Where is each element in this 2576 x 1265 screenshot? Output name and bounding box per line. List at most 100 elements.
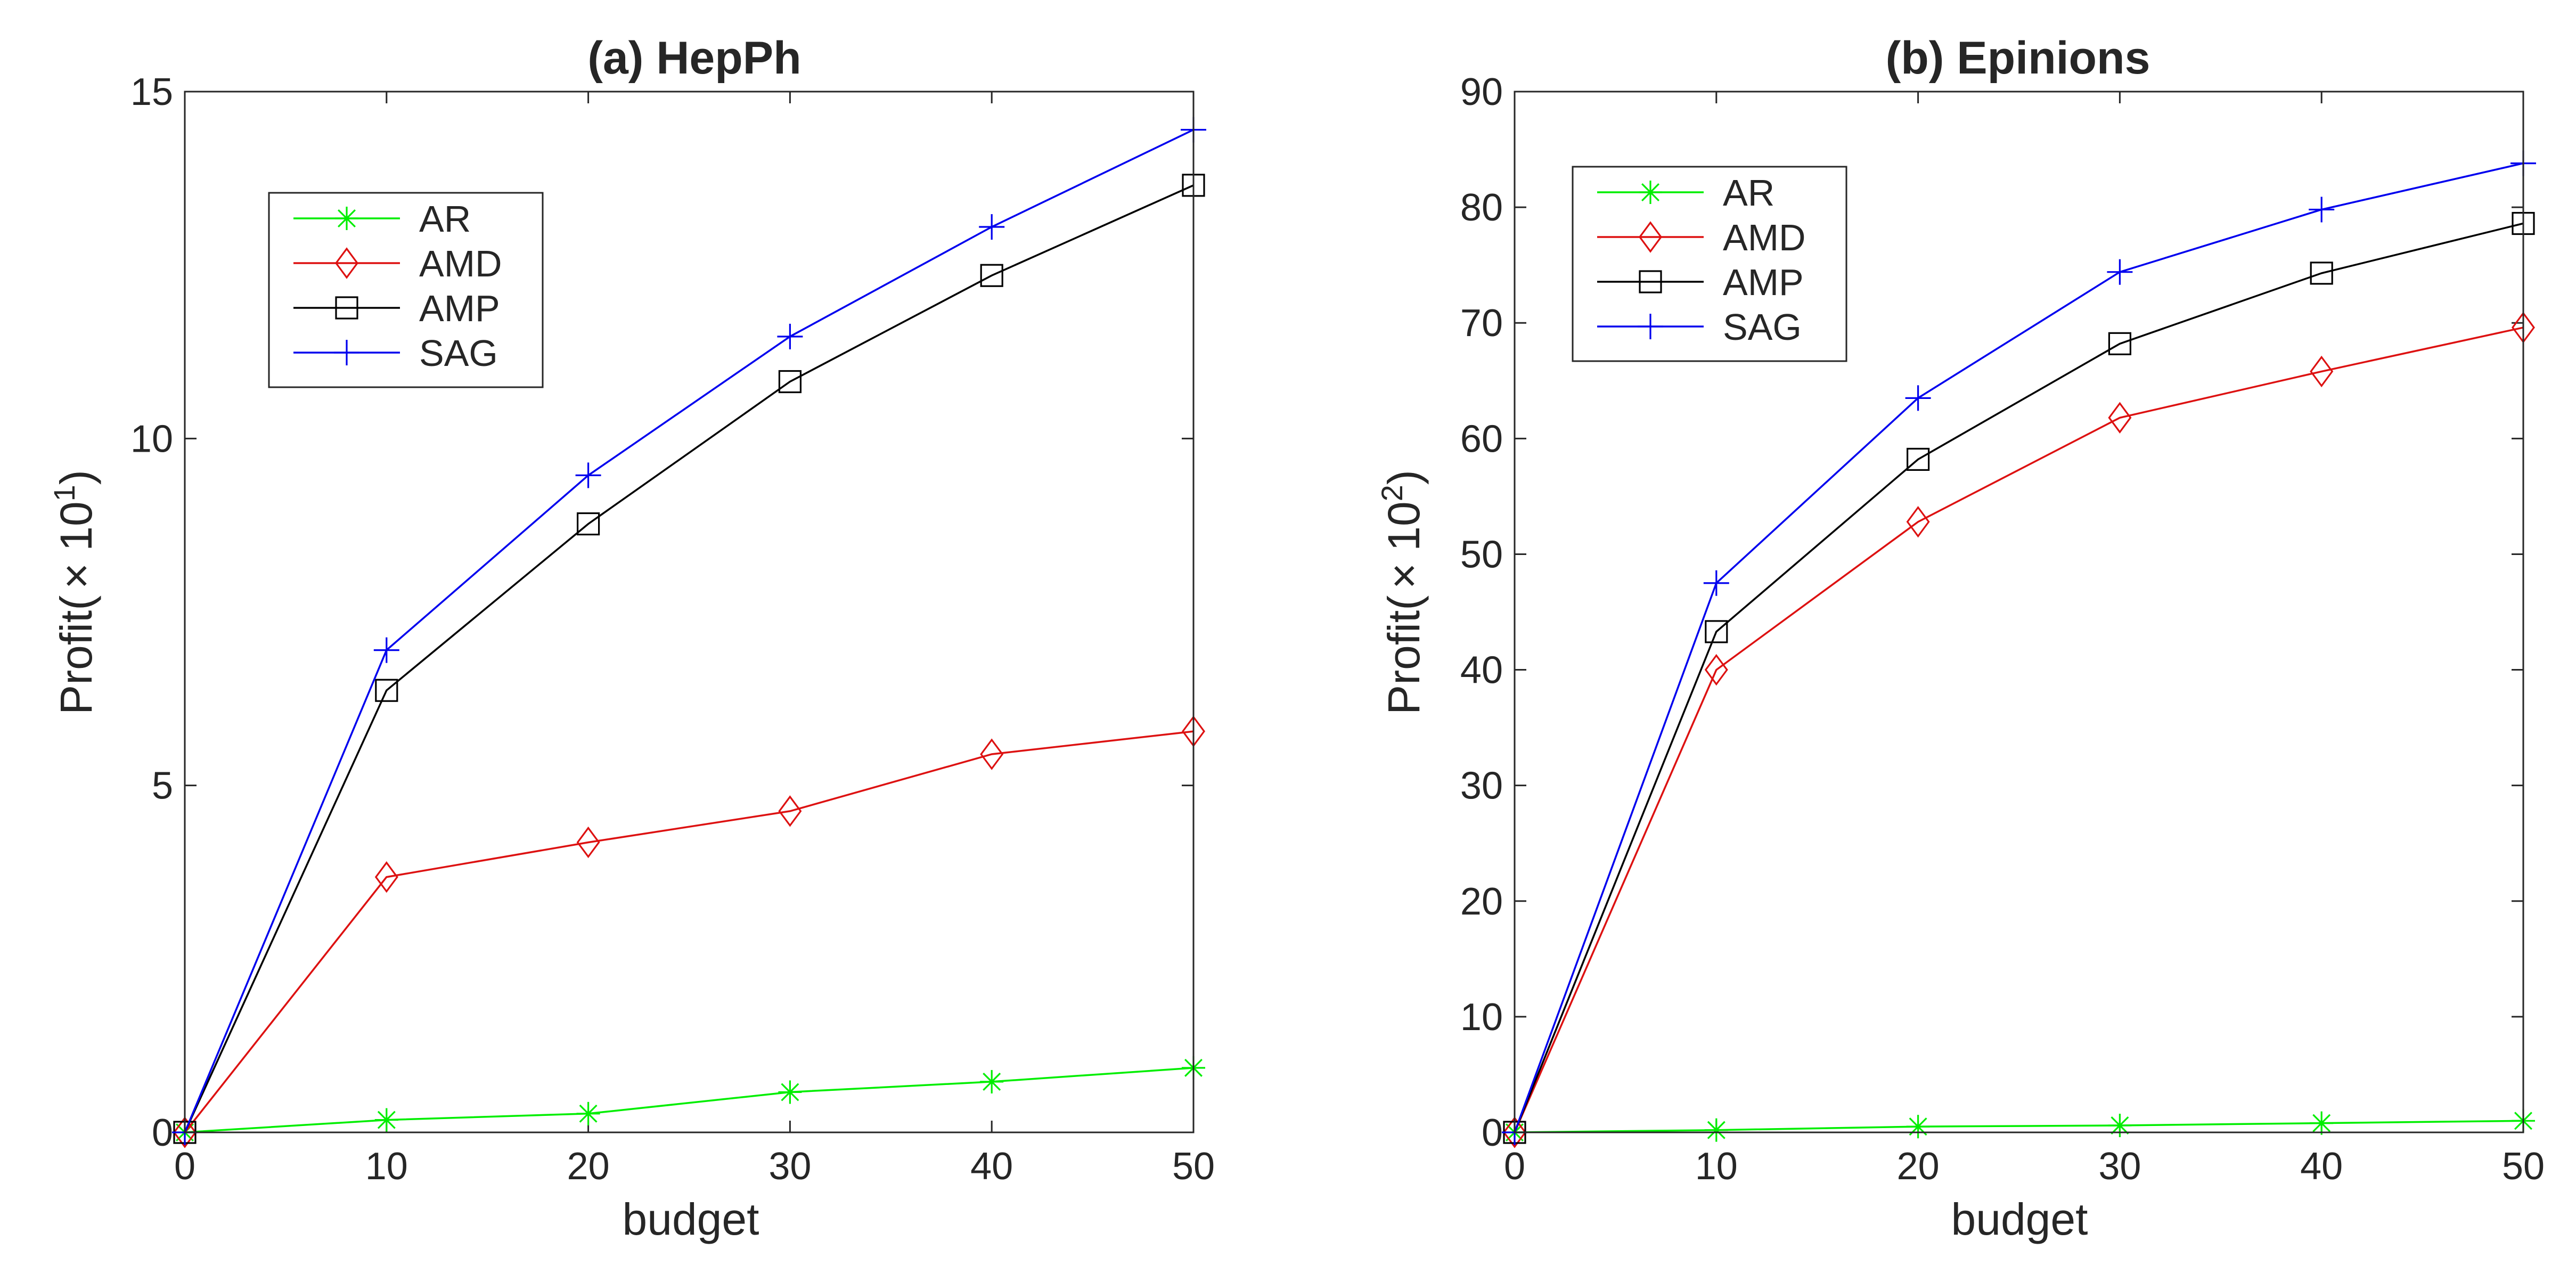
data-point	[575, 462, 601, 488]
x-axis-label: budget	[1951, 1194, 2088, 1244]
legend-item-amd: AMD	[293, 243, 502, 284]
data-point	[375, 679, 398, 702]
data-point	[980, 738, 1004, 770]
y-axis-label: Profit(× 101)	[47, 470, 101, 715]
data-point	[1906, 505, 1930, 538]
x-tick-label: 0	[1504, 1145, 1525, 1188]
legend-marker	[335, 207, 358, 230]
legend-item-ar: AR	[293, 198, 471, 240]
data-point	[980, 1070, 1004, 1093]
data-point	[1906, 1115, 1930, 1139]
y-axis-label-exponent: 1	[47, 485, 81, 501]
data-point	[778, 795, 802, 827]
legend-item-amp: AMP	[293, 288, 500, 329]
axes-frame	[184, 91, 1195, 1133]
data-point	[1704, 1118, 1728, 1142]
legend-marker	[1639, 181, 1662, 204]
series-line	[1514, 222, 2524, 1133]
legend-marker	[1639, 221, 1662, 253]
y-tick-label: 15	[130, 71, 173, 113]
y-tick-label: 60	[1460, 418, 1503, 460]
data-point	[1503, 1116, 1526, 1148]
series-layer	[1502, 150, 2536, 1148]
x-tick-label: 20	[1897, 1145, 1940, 1188]
legend-item-amd: AMD	[1597, 217, 1806, 258]
data-point	[373, 637, 399, 663]
data-point	[1705, 620, 1728, 643]
x-tick-label: 20	[567, 1145, 610, 1188]
y-axis-label-base: 10	[51, 501, 101, 551]
legend-marker	[1639, 270, 1662, 293]
legend-marker	[1638, 314, 1663, 339]
y-tick-label: 5	[152, 765, 173, 807]
data-point	[2310, 355, 2334, 388]
data-point	[2309, 197, 2335, 223]
series-line	[184, 1067, 1194, 1133]
y-tick-label: 10	[130, 418, 173, 460]
data-point	[173, 1116, 197, 1148]
data-point	[778, 1080, 802, 1104]
y-axis-label-prefix: Profit(	[51, 595, 101, 715]
legend-label: SAG	[419, 332, 498, 374]
legend-label: SAG	[1723, 306, 1802, 348]
data-point	[576, 512, 600, 536]
data-point	[374, 861, 398, 893]
x-tick-label: 10	[365, 1145, 408, 1188]
chart-hepph: (a) HepPh budget Profit(×101) 0 10 20 30 40 5…	[47, 32, 1215, 1244]
legend-box	[268, 192, 544, 388]
legend-label: AMP	[1723, 262, 1804, 303]
legend-label: AMD	[1723, 217, 1806, 258]
y-tick-label: 0	[1482, 1112, 1503, 1154]
legend-item-sag: SAG	[293, 332, 498, 374]
data-point	[2108, 332, 2131, 355]
y-axis-label-times: ×	[1379, 563, 1429, 589]
legend-marker	[334, 340, 359, 365]
y-tick-label: 40	[1460, 649, 1503, 692]
data-point	[2108, 1113, 2132, 1137]
y-axis-label-suffix: )	[51, 470, 101, 485]
data-point	[979, 214, 1005, 240]
data-point	[777, 323, 803, 349]
series-line	[184, 184, 1194, 1133]
y-tick-label: 0	[152, 1112, 173, 1154]
data-point	[2310, 262, 2333, 285]
chart-epinions: (b) Epinions budget Profit(×102) 0 10 20 30…	[1375, 32, 2545, 1244]
y-tick-label: 80	[1460, 186, 1503, 229]
data-point	[1905, 385, 1931, 411]
y-tick-label: 70	[1460, 302, 1503, 345]
y-axis-label-exponent: 2	[1375, 485, 1409, 501]
series-line	[1514, 327, 2524, 1133]
y-tick-label: 90	[1460, 71, 1503, 113]
legend-item-amp: AMP	[1597, 262, 1804, 303]
y-axis-label-prefix: Profit(	[1379, 595, 1429, 715]
x-tick-label: 40	[2300, 1145, 2343, 1188]
x-tick-label: 50	[2502, 1145, 2545, 1188]
x-tick-label: 30	[768, 1145, 811, 1188]
x-axis-label: budget	[623, 1194, 759, 1244]
series-amd	[173, 715, 1205, 1148]
x-tick-label: 40	[970, 1145, 1013, 1188]
axes-frame	[1514, 91, 2524, 1133]
x-tick-label: 0	[174, 1145, 195, 1188]
x-tick-label: 50	[1172, 1145, 1215, 1188]
series-line	[184, 730, 1194, 1133]
series-line	[184, 129, 1194, 1133]
x-tick-label: 10	[1695, 1145, 1738, 1188]
legend-label: AMD	[419, 243, 502, 284]
data-point	[374, 1108, 398, 1132]
legend-label: AR	[419, 198, 471, 240]
data-point	[2108, 402, 2132, 434]
legend-marker	[335, 247, 358, 279]
chart-title: (b) Epinions	[1886, 32, 2150, 84]
y-axis-label: Profit(× 102)	[1375, 470, 1429, 715]
data-point	[1704, 654, 1728, 686]
y-tick-label: 20	[1460, 880, 1503, 923]
legend-label: AR	[1723, 172, 1774, 214]
x-tick-label: 30	[2098, 1145, 2141, 1188]
y-tick-label: 30	[1460, 765, 1503, 807]
